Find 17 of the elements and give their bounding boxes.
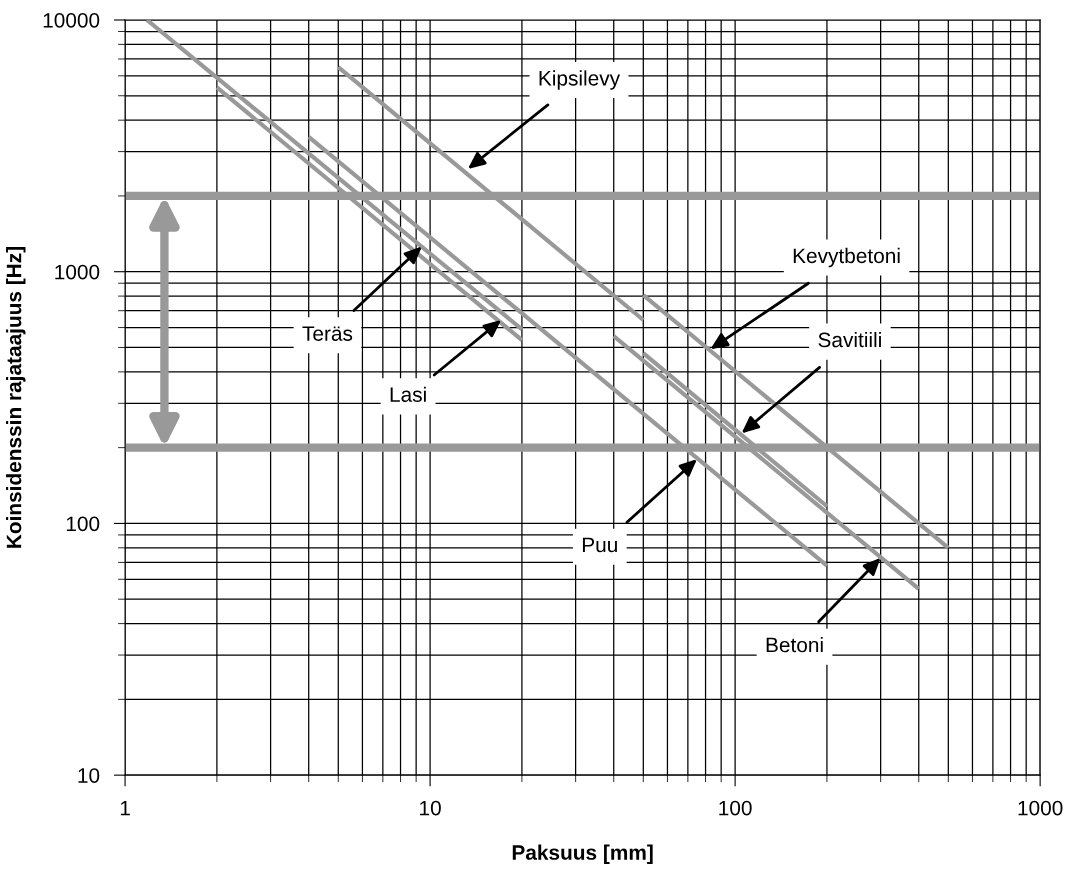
x-tick-label: 10 xyxy=(420,800,441,816)
y-tick-label: 10 xyxy=(78,768,100,783)
x-tick-label: 1 xyxy=(120,800,130,816)
y-tick-label: 1000 xyxy=(55,264,100,280)
y-tick-label: 100 xyxy=(66,516,100,532)
annotation: Savitiili xyxy=(818,331,881,348)
y-tick-label: 10000 xyxy=(43,12,100,28)
annotation: Puu xyxy=(582,537,617,553)
annotation: Betoni xyxy=(766,637,823,653)
annotation: Kipsilevy xyxy=(539,70,621,90)
x-tick-label: 1000 xyxy=(1018,800,1063,816)
annotation: Kevytbetoni xyxy=(793,247,900,268)
y-axis-title: Koinsidenssin rajataajuus [Hz] xyxy=(6,247,26,548)
annotation: Lasi xyxy=(390,386,426,402)
annotation: Teräs xyxy=(302,326,353,341)
x-tick-label: 100 xyxy=(719,800,752,816)
x-axis-title: Paksuus [mm] xyxy=(512,844,653,864)
